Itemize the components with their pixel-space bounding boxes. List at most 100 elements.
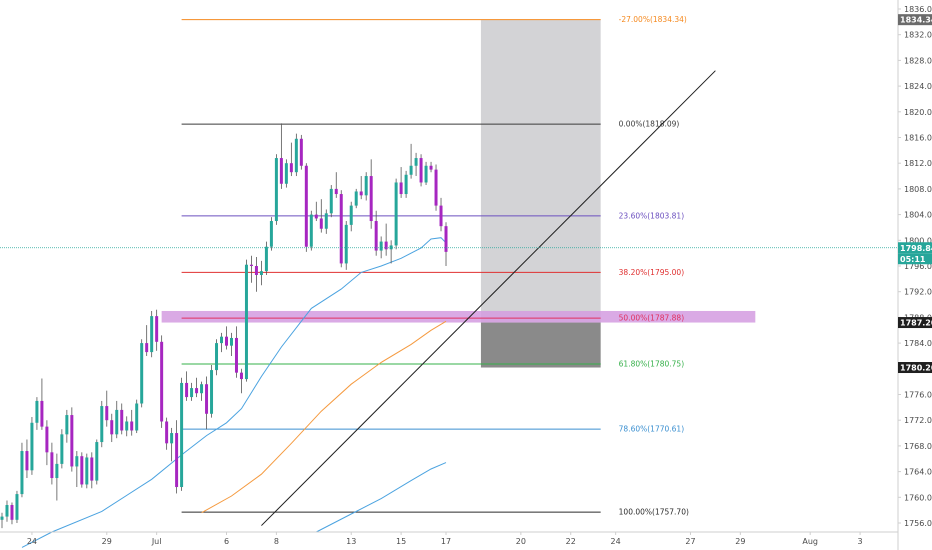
candle-body-up bbox=[324, 213, 328, 229]
moving-averages bbox=[21, 237, 447, 548]
x-tick-label: 22 bbox=[566, 537, 576, 546]
x-tick-label: 29 bbox=[102, 537, 112, 546]
candle-body-up bbox=[180, 382, 184, 488]
y-tick-label: 1824.00 bbox=[904, 82, 932, 91]
fib-level-label: 100.00%(1757.70) bbox=[619, 508, 689, 517]
trendline[interactable] bbox=[261, 70, 716, 526]
fib-level-label: -27.00%(1834.34) bbox=[619, 15, 687, 24]
candle-body-up bbox=[15, 494, 19, 520]
candle-body-down bbox=[90, 457, 94, 481]
y-tick-label: 1764.00 bbox=[904, 468, 932, 477]
y-tick-label: 1772.00 bbox=[904, 416, 932, 425]
candle-body-down bbox=[145, 343, 149, 353]
fib-level-label: 38.20%(1795.00) bbox=[619, 268, 685, 277]
candle-body-up bbox=[190, 388, 194, 398]
candle-body-up bbox=[309, 214, 313, 247]
candle-body-down bbox=[384, 241, 388, 250]
price-badge bbox=[898, 253, 932, 265]
candle-body-down bbox=[249, 264, 253, 266]
candle-body-down bbox=[205, 384, 209, 414]
candle-body-down bbox=[130, 421, 134, 431]
candle-body-up bbox=[125, 421, 129, 431]
candle-body-down bbox=[165, 421, 169, 444]
y-tick-label: 1836.00 bbox=[904, 5, 932, 14]
candle-body-down bbox=[299, 138, 303, 166]
candle-body-down bbox=[105, 406, 109, 421]
target-box bbox=[480, 19, 601, 323]
candle-body-down bbox=[444, 226, 448, 252]
x-tick-label: 24 bbox=[27, 537, 37, 546]
candle-body-up bbox=[389, 245, 393, 250]
y-tick-label: 1776.00 bbox=[904, 391, 932, 400]
candle-body-up bbox=[135, 403, 139, 431]
x-tick-label: Jul bbox=[151, 537, 162, 546]
y-tick-label: 1812.00 bbox=[904, 159, 932, 168]
x-tick-label: 27 bbox=[685, 537, 695, 546]
candle-body-down bbox=[120, 409, 124, 431]
price-badge bbox=[898, 242, 932, 254]
candle-body-up bbox=[65, 415, 69, 435]
fib-level-label: 23.60%(1803.81) bbox=[619, 211, 685, 220]
resistance-zone-band bbox=[161, 310, 756, 323]
candle-body-up bbox=[100, 406, 104, 443]
candle-body-up bbox=[379, 241, 383, 251]
candle-body-up bbox=[264, 246, 268, 272]
y-tick-label: 1768.00 bbox=[904, 442, 932, 451]
candle-body-down bbox=[239, 372, 243, 380]
price-badge-label: 1780.20 bbox=[900, 364, 932, 373]
candle-body-down bbox=[419, 158, 423, 183]
candle-body-down bbox=[374, 221, 378, 251]
candle-body-down bbox=[155, 316, 159, 342]
fib-level-label: 0.00%(1818.09) bbox=[619, 120, 680, 129]
x-tick-label: 6 bbox=[224, 537, 229, 546]
candle-body-up bbox=[5, 505, 9, 517]
candle-body-up bbox=[85, 457, 89, 485]
candle-body-down bbox=[314, 214, 318, 219]
price-badge bbox=[898, 362, 932, 374]
candle-body-down bbox=[80, 456, 84, 485]
candle-body-up bbox=[20, 451, 24, 495]
candle-body-up bbox=[95, 442, 99, 481]
candle-body-down bbox=[50, 452, 54, 479]
candle-body-down bbox=[195, 388, 199, 394]
y-tick-label: 1760.00 bbox=[904, 493, 932, 502]
candle-body-down bbox=[70, 415, 74, 467]
candle-body-up bbox=[55, 463, 59, 479]
candle-body-up bbox=[210, 370, 214, 414]
candle-body-down bbox=[254, 266, 258, 275]
price-badge bbox=[898, 317, 932, 329]
candle-body-down bbox=[434, 169, 438, 206]
price-badge-label: 1798.84 bbox=[900, 244, 932, 253]
candle-body-down bbox=[304, 165, 308, 247]
candle-body-up bbox=[75, 456, 79, 467]
y-tick-label: 1804.00 bbox=[904, 211, 932, 220]
y-tick-label: 1832.00 bbox=[904, 31, 932, 40]
candle-body-down bbox=[359, 191, 363, 196]
candle-body-up bbox=[229, 337, 233, 346]
candle-body-down bbox=[175, 433, 179, 488]
candle-body-down bbox=[40, 400, 44, 427]
x-tick-label: 3 bbox=[858, 537, 863, 546]
y-tick-label: 1816.00 bbox=[904, 133, 932, 142]
candle-body-up bbox=[344, 224, 348, 264]
y-tick-label: 1796.00 bbox=[904, 262, 932, 271]
candle-body-down bbox=[399, 182, 403, 195]
candle-body-up bbox=[244, 264, 248, 380]
x-tick-label: 20 bbox=[516, 537, 526, 546]
candle-body-up bbox=[364, 176, 368, 196]
x-tick-label: 13 bbox=[346, 537, 356, 546]
moving-average-line bbox=[21, 237, 447, 548]
fibonacci-levels: -27.00%(1834.34) 0.00%(1818.09) 23.60%(180… bbox=[181, 15, 689, 517]
candle-body-down bbox=[234, 337, 238, 373]
candle-body-up bbox=[269, 221, 273, 247]
candle-body-down bbox=[160, 341, 164, 422]
y-tick-label: 1800.00 bbox=[904, 236, 932, 245]
candle-body-down bbox=[279, 158, 283, 184]
price-badge-label: 05:11 bbox=[900, 255, 926, 264]
candle-body-up bbox=[30, 422, 34, 471]
candle-body-down bbox=[439, 205, 443, 227]
candle-body-up bbox=[394, 182, 398, 246]
candle-body-down bbox=[185, 382, 189, 398]
